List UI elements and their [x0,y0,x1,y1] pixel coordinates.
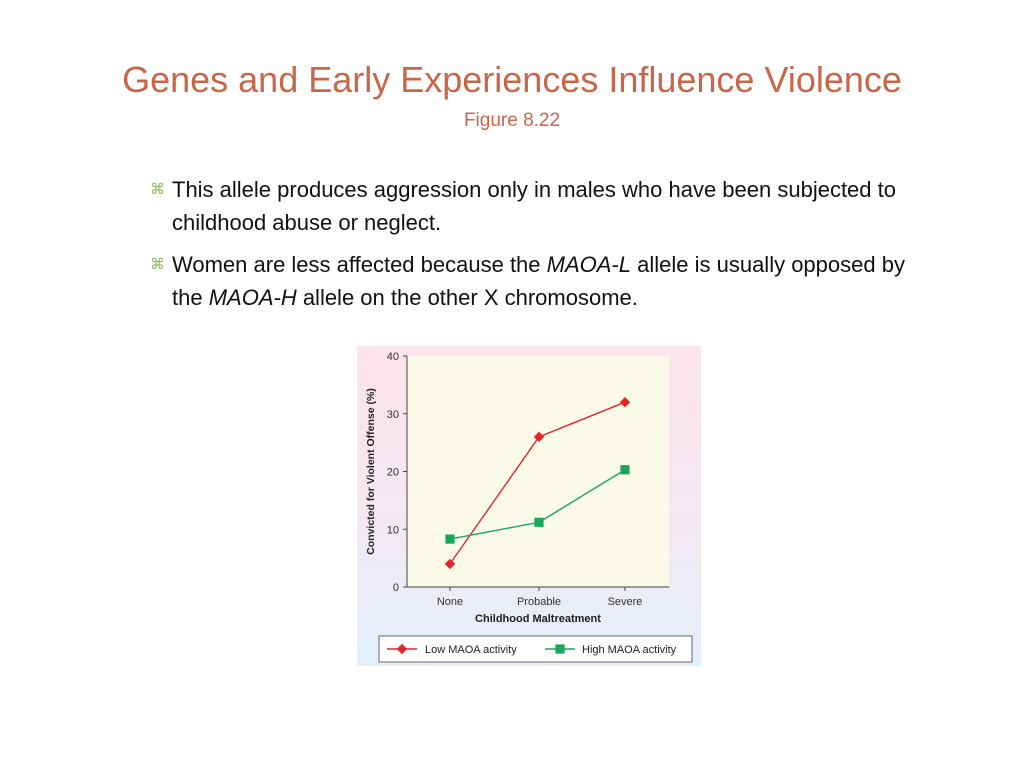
bullet-item: ⌘ This allele produces aggression only i… [150,173,910,239]
figure-caption: Figure 8.22 [463,110,561,131]
legend-label: High MAOA activity [582,644,677,656]
data-point-square [534,517,544,527]
y-tick-label: 30 [387,409,399,421]
bullet-text-segment: Women are less affected because the [172,252,547,277]
y-tick-label: 0 [393,582,399,594]
bullet-text-segment: allele is usually opposed by the [172,252,905,310]
x-tick-label: Probable [517,596,561,608]
sparkle-bullet-icon: ⌘ [150,181,165,198]
bullet-text-italic: MAOA-H [208,285,297,310]
sparkle-bullet-icon: ⌘ [150,256,165,273]
x-tick-label: None [437,596,463,608]
data-point-square [620,465,630,475]
y-tick-label: 40 [387,351,399,363]
legend-marker [555,644,565,654]
legend-marker [396,643,408,655]
x-tick-label: Severe [608,596,643,608]
line-chart: 0 10 20 30 40 None Probable Severe Convicted f… [365,351,693,663]
x-ticks: None Probable Severe [437,587,643,608]
y-tick-label: 10 [387,524,399,536]
data-point-diamond [619,397,631,408]
y-axis-title: Convicted for Violent Offense (%) [365,388,377,555]
legend [378,635,693,663]
y-tick-label: 20 [387,467,399,479]
y-ticks: 0 10 20 30 40 [387,351,407,594]
plot-area [407,356,669,587]
slide-title: Genes and Early Experiences Influence Vi… [122,59,902,100]
bullet-text-italic: MAOA-L [546,252,631,277]
bullet-list: ⌘ This allele produces aggression only i… [150,173,910,323]
x-axis-title: Childhood Maltreatment [475,613,601,625]
bullet-text: This allele produces aggression only in … [172,177,896,235]
series-high-maoa [445,465,630,544]
legend-entry: Low MAOA activity [387,643,517,656]
bullet-text-segment: allele on the other X chromosome. [296,285,638,310]
data-point-square [445,534,455,544]
figure-panel: 0 10 20 30 40 None Probable Severe Convicted f… [357,346,701,666]
data-point-diamond [533,431,545,443]
legend-entry: High MAOA activity [545,644,677,656]
bullet-item: ⌘ Women are less affected because the MA… [150,248,910,314]
legend-label: Low MAOA activity [425,644,517,656]
legend-items: Low MAOA activity High MAOA activity [387,643,677,656]
